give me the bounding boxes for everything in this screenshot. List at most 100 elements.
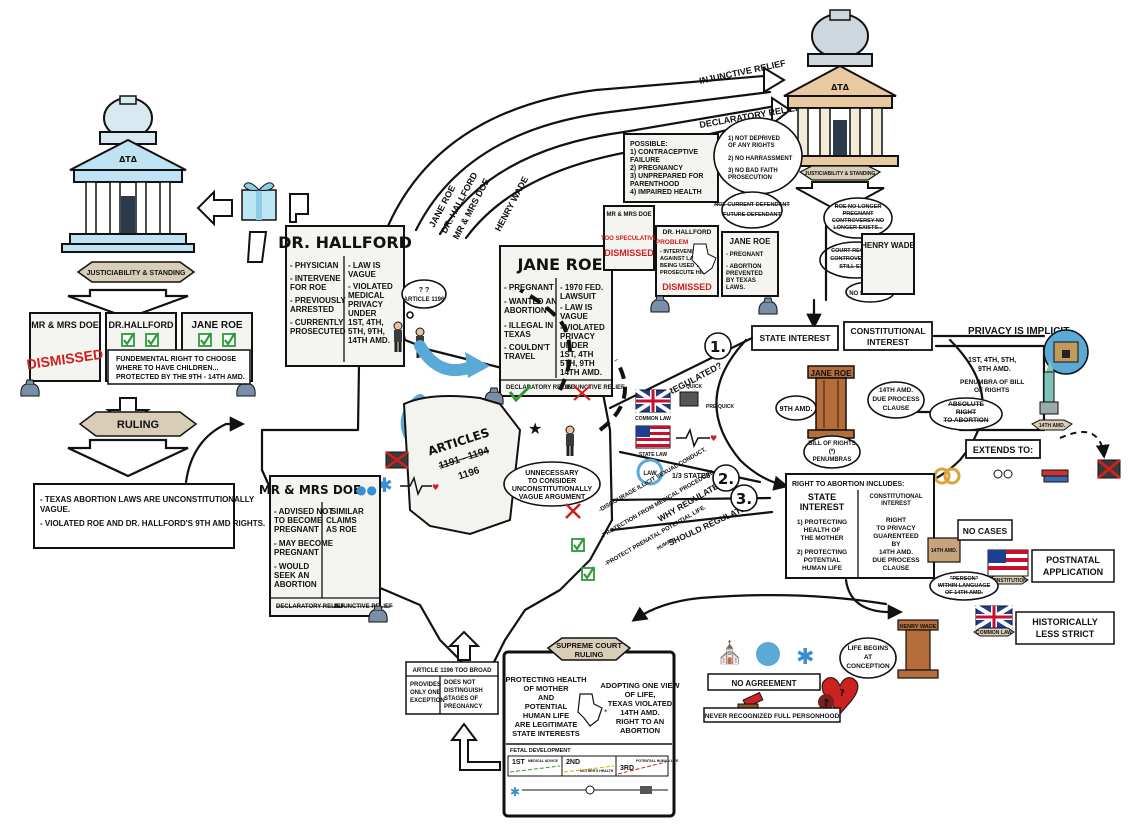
roe-declaratory: DECLARATORY RELIEF	[506, 385, 574, 391]
possible-line: 4) IMPAIRED HEALTH	[630, 189, 702, 196]
tri-1: 1ST	[512, 759, 526, 766]
const-title: INTEREST	[881, 501, 911, 507]
question-marks: ? ?	[419, 287, 430, 294]
bracket-shape	[289, 193, 309, 223]
due-process-line: 14TH AMD.	[879, 387, 913, 394]
hallford-line: UNDER	[348, 309, 377, 318]
article-broad-right: DISTINGUISH	[444, 688, 483, 694]
svg-text:♥: ♥	[432, 483, 439, 492]
roe-line: LAWSUIT	[560, 292, 596, 301]
state-item: POTENTIAL	[804, 557, 841, 564]
possible-line: PARENTHOOD	[630, 181, 679, 188]
law-circle-icon: LAW	[636, 458, 664, 486]
quick-label: QUICK	[686, 384, 703, 390]
no-cases-group: 14TH AMD. NO CASES	[927, 519, 1013, 563]
doe-line: - ADVISED NOT	[274, 507, 333, 516]
unnecessary-line: TO CONSIDER	[528, 478, 577, 485]
ruling-label: RULING	[117, 419, 159, 431]
hallford-line: MEDICAL	[348, 291, 385, 300]
amds-line-1: 1ST, 4TH, 5TH,	[968, 357, 1016, 364]
roe-small-line: BY TEXAS	[726, 278, 756, 284]
no-agreement-group: ⛪ ✱ NO AGREEMENT	[707, 639, 821, 691]
life-begins-line: CONCEPTION	[846, 663, 890, 670]
includes-state-title: INTEREST	[800, 502, 845, 512]
includes-state-title: STATE	[808, 492, 836, 502]
supreme-right: ADOPTING ONE VIEW	[600, 681, 680, 690]
roe-line: ABORTION	[504, 306, 547, 315]
state-cycle-left	[715, 338, 790, 491]
doe-card-title: MR & MRS DOE	[259, 483, 361, 497]
state-interest-header: STATE INTEREST	[751, 325, 839, 351]
roe-card-title: JANE ROE	[516, 255, 602, 274]
not-deprived-line: 2) NO HARRASSMENT	[728, 156, 793, 162]
not-deprived-line: PROSECUTION	[728, 175, 772, 181]
statue-label: 14TH AMD.	[1039, 423, 1066, 429]
doe-line: TO BECOME	[274, 516, 323, 525]
uk-flag-icon	[634, 388, 672, 414]
common-law-uk-flag: COMMON LAW	[973, 604, 1015, 637]
roe-line: - WANTED AN	[504, 297, 557, 306]
dashed-link	[519, 288, 572, 391]
roe-line: UNDER	[560, 341, 589, 350]
roe-line: 14TH AMD.	[560, 368, 602, 377]
doe-line: - WOULD	[274, 562, 309, 571]
articles-scroll: ARTICLES 1191 - 1194 1196	[402, 395, 522, 536]
roe-pillar: JANE ROE	[807, 365, 855, 439]
const-item: RIGHT	[886, 517, 906, 524]
roe-small-line: - PREGNANT	[726, 252, 764, 258]
supreme-left: STATE INTERESTS	[512, 729, 580, 738]
privacy-implicit-label: PRIVACY IS IMPLICIT	[968, 326, 1069, 337]
right-court-seal: ΔTΔ	[831, 83, 850, 92]
state-item: HEALTH OF	[804, 527, 841, 534]
person-line: WITHIN LANGUAGE	[938, 583, 991, 589]
dashed-link-2	[598, 358, 627, 432]
historically-line-1: HISTORICALLY	[1032, 617, 1098, 627]
mini-texas-icon	[691, 243, 717, 275]
fundamental-line-1: FUNDEMENTAL RIGHT TO CHOOSE	[116, 356, 237, 363]
const-item: BY	[891, 541, 901, 548]
roe-line: - ILLEGAL IN	[504, 321, 553, 330]
article-broad-left: EXCEPTION	[410, 698, 445, 704]
roe-line: VAGUE	[560, 312, 589, 321]
doe-line: AS ROE	[326, 525, 357, 534]
state-item: 1) PROTECTING	[797, 519, 847, 526]
heart-icon: ♥	[710, 434, 717, 443]
ruling-line-3: - VIOLATED ROE AND DR. HALLFORD'S 9TH AM…	[40, 519, 265, 528]
question-heart-icon: ? ?	[818, 677, 859, 715]
article-broad-title: ARTICLE 1196 TOO BROAD	[413, 668, 493, 674]
roe-line: - 1970 FED.	[560, 283, 603, 292]
ruling-loop-arrow	[184, 416, 246, 484]
hallford-line: FOR ROE	[290, 283, 327, 292]
hallford-line: - PHYSICIAN	[290, 261, 339, 270]
never-recognized-label: NEVER RECOGNIZED FULL PERSONHOOD	[705, 713, 840, 720]
supreme-right: OF LIFE,	[625, 690, 656, 699]
no-longer-line: ROE NO LONGER	[835, 204, 882, 210]
roe-small-card: JANE ROE - PREGNANT - ABORTION PREVENTED…	[721, 231, 779, 297]
number-2: 2.	[718, 470, 734, 488]
problem-title: DR. HALLFORD	[663, 229, 712, 236]
left-doe-card: MR & MRS DOE DISMISSED	[20, 312, 104, 397]
state-item: HUMAN LIFE	[802, 565, 843, 572]
pre-quick-label: PRE-QUICK	[706, 404, 734, 410]
absolute-line: RIGHT	[956, 409, 976, 416]
no-monitor-icon	[385, 450, 409, 470]
possible-line: POSSIBLE:	[630, 141, 668, 148]
not-deprived-bubble: 1) NOT DEPRIVED OF ANY RIGHTS 2) NO HARR…	[713, 117, 803, 195]
svg-text:*: *	[604, 708, 608, 716]
roe-line: - PREGNANT	[504, 283, 554, 292]
supreme-banner-2: RULING	[575, 650, 604, 659]
wade-right-title: HENRY WADE	[861, 241, 915, 250]
penumbra-line-1: PENUMBRA OF BILL	[960, 379, 1024, 386]
life-begins-cloud: LIFE BEGINS AT CONCEPTION	[839, 637, 897, 679]
hallford-line: 1ST, 4TH,	[348, 318, 384, 327]
tri-3: 3RD	[620, 765, 634, 772]
doe-line: PREGNANT	[274, 548, 319, 557]
article-1196-bubble: ? ? ARTICLE 1196	[401, 279, 447, 319]
ruling-line-1: - TEXAS ABORTION LAWS ARE UNCONSTITUTION…	[40, 495, 255, 504]
arrow-left-to-court	[196, 189, 233, 227]
no-longer-line: CONTROVERSY NO	[832, 218, 885, 224]
absolute-line: ABSOLUTE	[948, 401, 984, 408]
historically-box: HISTORICALLY LESS STRICT	[1015, 611, 1115, 645]
svg-text:?: ?	[823, 698, 829, 709]
idea-head-icon	[756, 642, 780, 666]
